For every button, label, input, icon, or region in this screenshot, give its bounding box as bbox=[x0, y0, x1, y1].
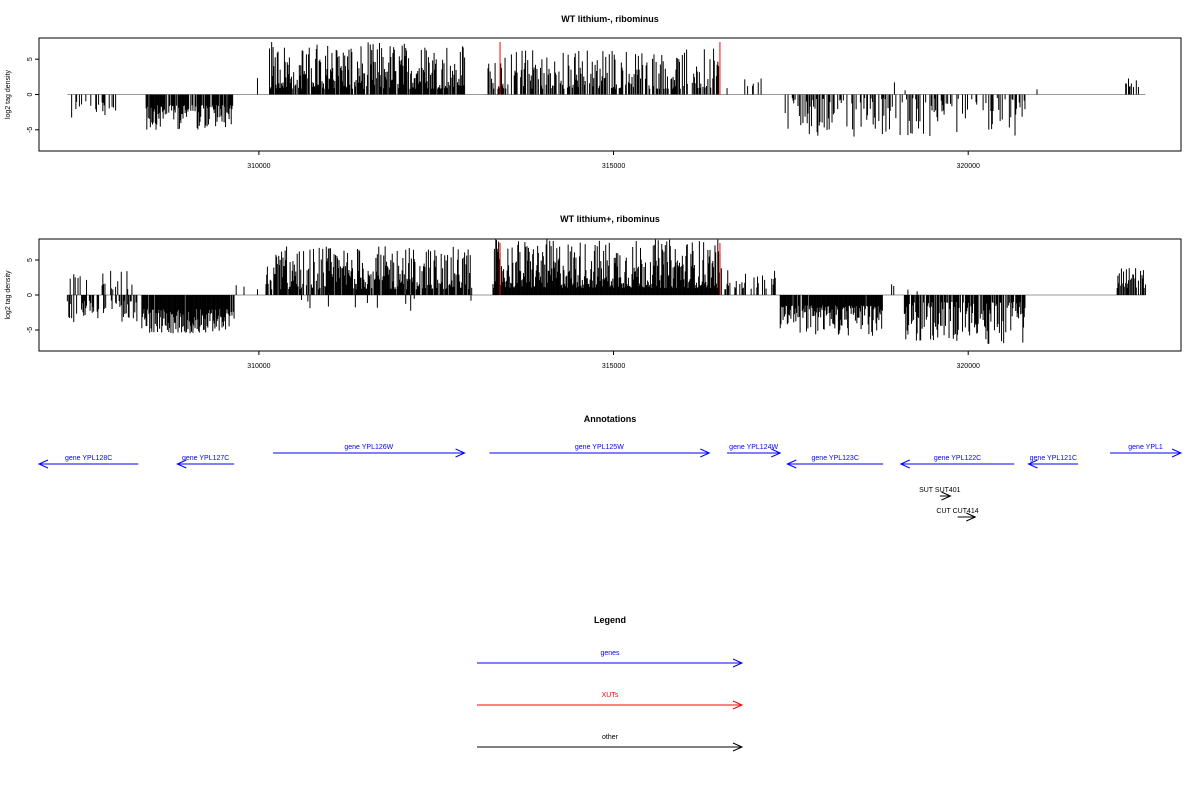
feature-label: gene YPL126W bbox=[344, 444, 393, 451]
feature-label: gene YPL1 bbox=[1128, 444, 1163, 451]
annotation-feature: gene YPL122C bbox=[899, 455, 1015, 469]
feature-label: gene YPL125W bbox=[575, 444, 624, 451]
feature-label: gene YPL124W bbox=[729, 444, 778, 451]
y-axis-label: log2 tag density bbox=[5, 270, 12, 320]
feature-arrow-head bbox=[966, 512, 977, 522]
y-tick-label: 5 bbox=[27, 57, 34, 61]
annotation-feature: CUT CUT414 bbox=[936, 508, 979, 522]
feature-arrow-head bbox=[786, 459, 797, 469]
legend-label: XUTs bbox=[602, 692, 619, 699]
x-tick-label: 315000 bbox=[602, 163, 625, 170]
legend-entry: XUTs bbox=[477, 692, 744, 710]
y-tick-label: 0 bbox=[27, 293, 34, 297]
annotations-title: Annotations bbox=[584, 414, 637, 424]
x-tick-label: 310000 bbox=[247, 363, 270, 370]
signal-panel-1: WT lithium-, ribominus -5 0 5 log2 tag densi… bbox=[5, 14, 1182, 170]
panel-title: WT lithium+, ribominus bbox=[560, 214, 660, 224]
annotations-track: Annotations gene YPL128C gene YPL127C gene … bbox=[37, 414, 1183, 522]
feature-arrow-head bbox=[899, 459, 911, 469]
legend-title: Legend bbox=[594, 615, 626, 625]
panel-title: WT lithium-, ribominus bbox=[561, 14, 659, 24]
annotation-feature: gene YPL127C bbox=[176, 455, 235, 469]
signal-bars bbox=[66, 239, 1147, 344]
legend-arrow-head bbox=[732, 700, 744, 710]
annotation-feature: gene YPL126W bbox=[273, 444, 466, 458]
annotation-feature: gene YPL121C bbox=[1027, 455, 1079, 469]
feature-label: gene YPL123C bbox=[812, 455, 859, 462]
x-tick-label: 320000 bbox=[957, 163, 980, 170]
annotation-feature: gene YPL125W bbox=[489, 444, 711, 458]
x-tick-label: 315000 bbox=[602, 363, 625, 370]
y-tick-label: -5 bbox=[27, 327, 34, 333]
annotation-feature: gene YPL1 bbox=[1110, 444, 1183, 458]
y-tick-label: -5 bbox=[27, 127, 34, 133]
feature-label: gene YPL122C bbox=[934, 455, 981, 462]
annotation-feature: gene YPL128C bbox=[37, 455, 139, 469]
y-tick-label: 5 bbox=[27, 258, 34, 262]
feature-label: gene YPL127C bbox=[182, 455, 229, 462]
annotation-feature: gene YPL124W bbox=[727, 444, 782, 458]
y-tick-label: 0 bbox=[27, 92, 34, 96]
signal-panel-2: WT lithium+, ribominus -5 0 5 log2 tag densi… bbox=[5, 214, 1182, 370]
feature-arrow-head bbox=[37, 459, 49, 469]
y-axis-label: log2 tag density bbox=[5, 69, 12, 119]
legend-entry: other bbox=[477, 734, 744, 752]
legend: Legend genes XUTs other bbox=[477, 615, 744, 752]
feature-arrow-head bbox=[1171, 448, 1183, 458]
signal-bars bbox=[71, 42, 1139, 137]
feature-label: gene YPL128C bbox=[65, 455, 112, 462]
feature-arrow-head bbox=[176, 459, 187, 469]
feature-arrow-head bbox=[941, 491, 952, 501]
legend-entry: genes bbox=[477, 650, 744, 668]
annotation-feature: SUT SUT401 bbox=[919, 487, 961, 501]
x-tick-label: 320000 bbox=[957, 363, 980, 370]
feature-label: SUT SUT401 bbox=[919, 487, 961, 494]
feature-arrow-head bbox=[771, 448, 782, 458]
legend-label: other bbox=[602, 734, 619, 741]
feature-arrow-head bbox=[1027, 459, 1038, 469]
feature-arrow-head bbox=[700, 448, 711, 458]
feature-arrow-head bbox=[455, 448, 466, 458]
x-tick-label: 310000 bbox=[247, 163, 270, 170]
legend-arrow-head bbox=[732, 658, 744, 668]
feature-label: gene YPL121C bbox=[1030, 455, 1077, 462]
legend-label: genes bbox=[600, 650, 620, 657]
annotation-feature: gene YPL123C bbox=[786, 455, 884, 469]
legend-arrow-head bbox=[732, 742, 744, 752]
feature-label: CUT CUT414 bbox=[936, 508, 978, 515]
